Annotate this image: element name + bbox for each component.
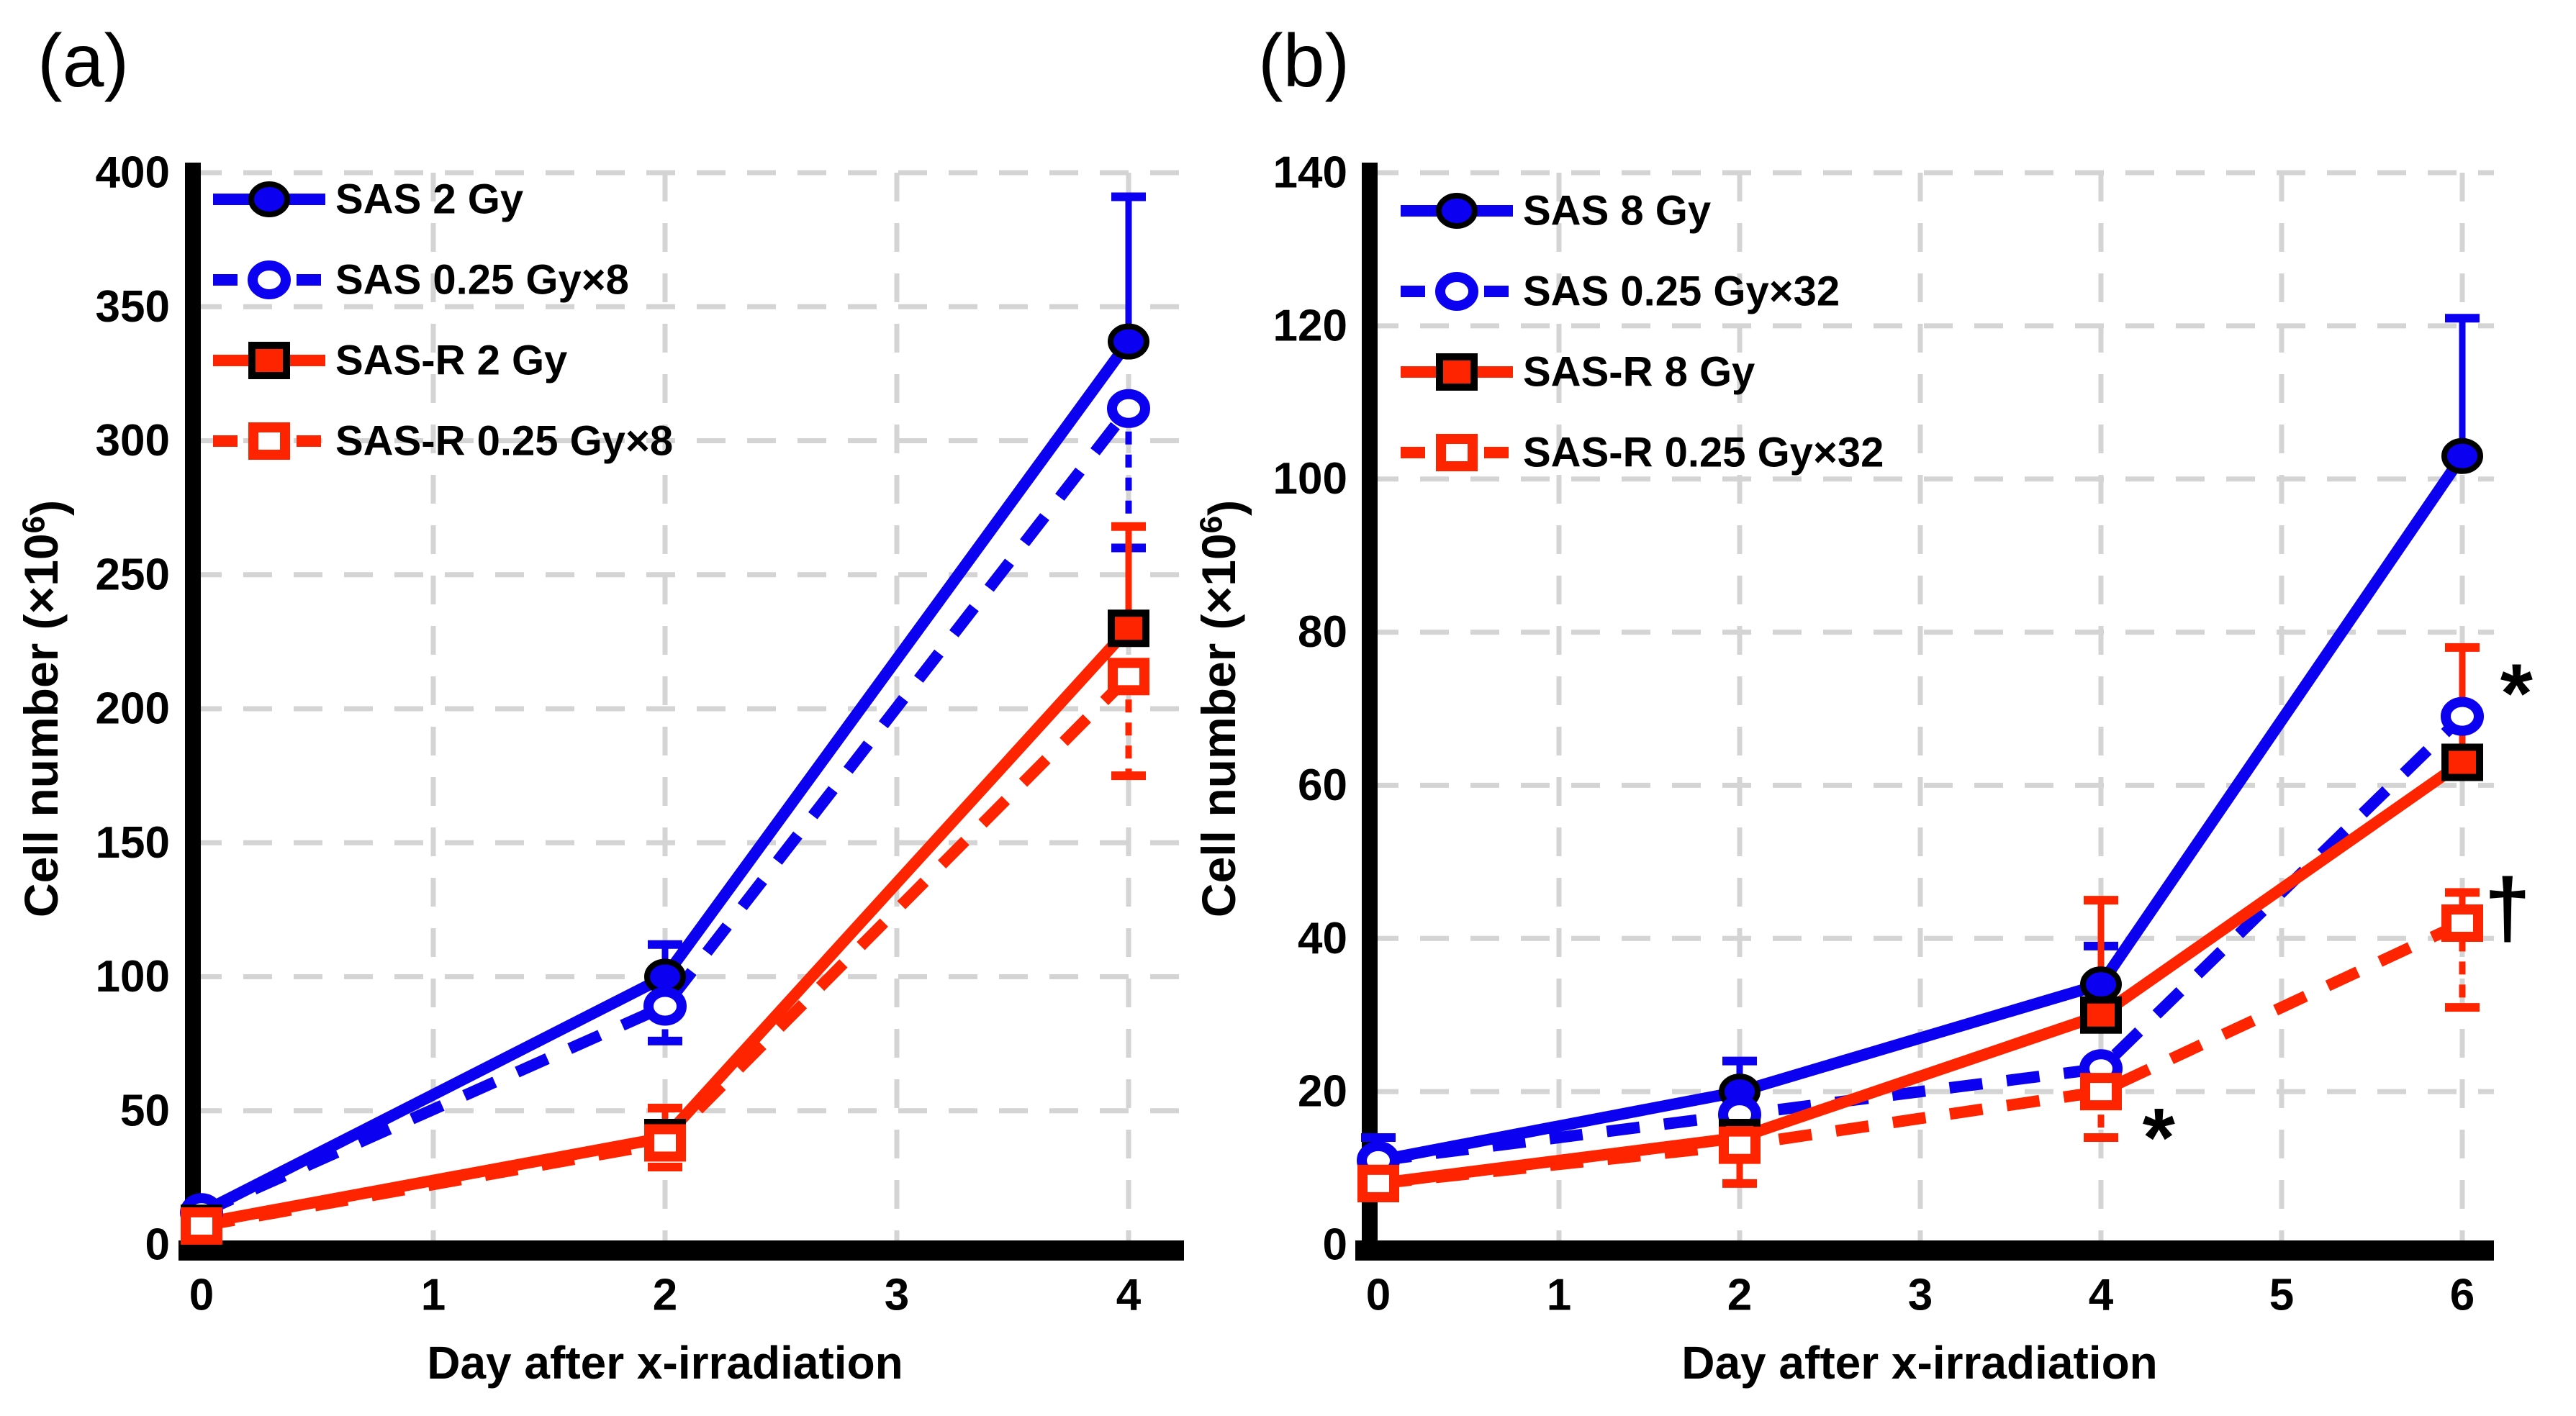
y-tick-label: 60 <box>1298 761 1347 810</box>
data-point-marker <box>2441 437 2483 474</box>
x-tick-labels: 0 1 2 3 4 5 6 <box>1366 1271 2475 1320</box>
legend: SAS 8 Gy SAS 0.25 Gy×32 SAS-R 8 Gy SAS-R 0.… <box>1401 188 1884 476</box>
panel-a: 0 50 100 150 200 250 300 350 400 0 1 2 3 4 Day after x… <box>14 19 1184 1389</box>
y-tick-label: 40 <box>1298 914 1347 963</box>
y-tick-label: 400 <box>96 148 170 198</box>
legend-marker <box>1436 193 1478 229</box>
legend-label: SAS 2 Gy <box>335 176 523 223</box>
y-tick-label: 350 <box>96 282 170 332</box>
y-tick-label: 100 <box>1273 454 1347 504</box>
y-tick-labels: 0 20 40 60 80 100 120 140 <box>1273 148 1347 1270</box>
significance-annotation: † <box>2484 861 2531 955</box>
y-tick-label: 0 <box>1323 1220 1347 1270</box>
legend-label: SAS 0.25 Gy×8 <box>335 257 629 304</box>
legend-label: SAS-R 0.25 Gy×32 <box>1523 430 1884 476</box>
x-tick-label: 4 <box>1116 1271 1142 1320</box>
panel-letter: (b) <box>1258 19 1350 103</box>
y-tick-label: 250 <box>96 550 170 599</box>
series-line-3 <box>1378 917 2465 1189</box>
x-tick-label: 5 <box>2269 1271 2294 1320</box>
legend-marker <box>248 422 290 460</box>
x-tick-label: 0 <box>189 1271 214 1320</box>
x-tick-label: 4 <box>2089 1271 2114 1320</box>
legend-label: SAS-R 8 Gy <box>1523 349 1755 396</box>
y-tick-label: 50 <box>120 1086 170 1135</box>
legend-marker <box>248 260 291 299</box>
legend-label: SAS-R 2 Gy <box>335 337 567 384</box>
significance-annotation: * <box>2500 647 2534 740</box>
legend-label: SAS-R 0.25 Gy×8 <box>335 418 673 465</box>
data-point-marker <box>2080 996 2122 1034</box>
y-tick-label: 150 <box>96 818 170 868</box>
data-point-marker <box>1107 389 1150 428</box>
legend: SAS 2 Gy SAS 0.25 Gy×8 SAS-R 2 Gy SAS-R 0.2… <box>213 176 673 465</box>
data-point-marker <box>643 986 687 1026</box>
data-point-marker <box>2441 904 2483 942</box>
y-axis-label: Cell number (×106) <box>14 500 74 917</box>
series-markers-3 <box>181 658 1149 1245</box>
data-point-marker <box>2080 966 2122 1003</box>
data-point-marker <box>1108 658 1149 696</box>
y-tick-label: 100 <box>96 952 170 1002</box>
y-tick-label: 20 <box>1298 1067 1347 1117</box>
y-tick-label: 120 <box>1273 301 1347 350</box>
x-tick-label: 2 <box>1727 1271 1752 1320</box>
panel-b: 0 20 40 60 80 100 120 140 0 1 2 3 4 5 6 Day after x-irr… <box>1192 19 2534 1389</box>
series-line-1 <box>199 404 1134 1218</box>
data-point-marker <box>1108 609 1149 648</box>
y-tick-label: 200 <box>96 684 170 734</box>
x-tick-label: 1 <box>421 1271 446 1320</box>
y-tick-label: 300 <box>96 416 170 466</box>
data-point-marker <box>2080 1073 2122 1111</box>
data-point-marker <box>181 1207 222 1245</box>
x-axis-label: Day after x-irradiation <box>1681 1337 2158 1389</box>
legend-marker <box>1435 272 1478 311</box>
x-tick-labels: 0 1 2 3 4 <box>189 1271 1142 1320</box>
x-tick-label: 3 <box>1908 1271 1933 1320</box>
legend-marker <box>1436 353 1478 391</box>
significance-annotation: * <box>2143 1091 2176 1184</box>
legend-label: SAS 0.25 Gy×32 <box>1523 268 1840 315</box>
data-point-marker <box>2441 696 2484 736</box>
gridlines <box>1370 170 2494 1245</box>
data-point-marker <box>1108 323 1149 360</box>
x-tick-label: 2 <box>653 1271 677 1320</box>
x-axis-label: Day after x-irradiation <box>427 1337 903 1389</box>
x-tick-label: 0 <box>1366 1271 1391 1320</box>
legend-label: SAS 8 Gy <box>1523 188 1711 235</box>
series-markers-3 <box>1357 904 2483 1202</box>
y-tick-labels: 0 50 100 150 200 250 300 350 400 <box>96 148 170 1270</box>
legend-marker <box>248 342 290 379</box>
data-point-marker <box>1357 1164 1399 1202</box>
x-tick-label: 6 <box>2450 1271 2475 1320</box>
gridlines <box>193 170 1184 1245</box>
y-axis-label: Cell number (×106) <box>1192 500 1252 917</box>
y-tick-label: 0 <box>145 1220 170 1270</box>
y-tick-label: 140 <box>1273 148 1347 198</box>
data-point-marker <box>2441 743 2483 781</box>
data-point-marker <box>644 1124 686 1162</box>
panel-letter: (a) <box>37 19 129 103</box>
x-tick-label: 1 <box>1547 1271 1571 1320</box>
legend-marker <box>248 181 290 217</box>
y-tick-label: 80 <box>1298 607 1347 657</box>
x-tick-label: 3 <box>885 1271 909 1320</box>
series-line-0 <box>1377 453 2467 1166</box>
legend-marker <box>1436 434 1478 471</box>
data-point-marker <box>1719 1126 1761 1164</box>
